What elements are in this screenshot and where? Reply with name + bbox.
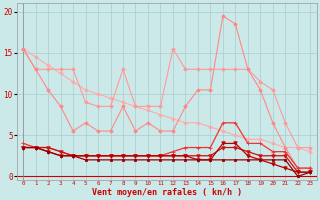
X-axis label: Vent moyen/en rafales ( kn/h ): Vent moyen/en rafales ( kn/h ) xyxy=(92,188,242,197)
